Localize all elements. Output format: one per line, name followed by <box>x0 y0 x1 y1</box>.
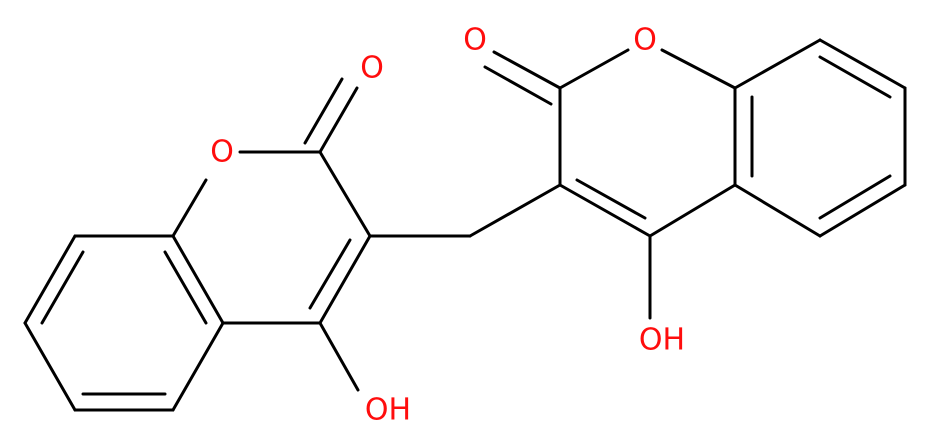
bond <box>318 86 359 154</box>
bond <box>171 178 208 238</box>
bond <box>468 183 562 238</box>
bond <box>318 234 372 325</box>
bond <box>818 183 907 238</box>
bond <box>318 150 372 238</box>
bond <box>733 38 822 90</box>
atom-label: O <box>210 135 234 170</box>
atom-label: OH <box>365 393 411 428</box>
bond <box>318 321 360 392</box>
bond <box>483 65 553 106</box>
bond <box>660 48 737 90</box>
bond <box>818 38 907 90</box>
bond <box>308 238 352 310</box>
bond <box>40 250 85 325</box>
atom-label: O <box>463 23 487 58</box>
bonds <box>23 38 907 412</box>
atom-label: O <box>633 23 657 58</box>
bond <box>303 77 344 145</box>
bond <box>733 183 822 238</box>
bond <box>558 48 630 90</box>
bond <box>23 234 77 325</box>
bond <box>23 321 77 412</box>
bond <box>171 321 225 412</box>
bond <box>648 183 737 238</box>
bond <box>163 250 208 325</box>
bond <box>558 183 652 238</box>
atom-label: O <box>360 51 384 86</box>
atom-label: OH <box>639 323 685 358</box>
bond <box>818 174 892 220</box>
bond <box>171 234 225 325</box>
bond <box>818 55 892 99</box>
bond <box>575 178 647 220</box>
bond <box>492 50 562 90</box>
